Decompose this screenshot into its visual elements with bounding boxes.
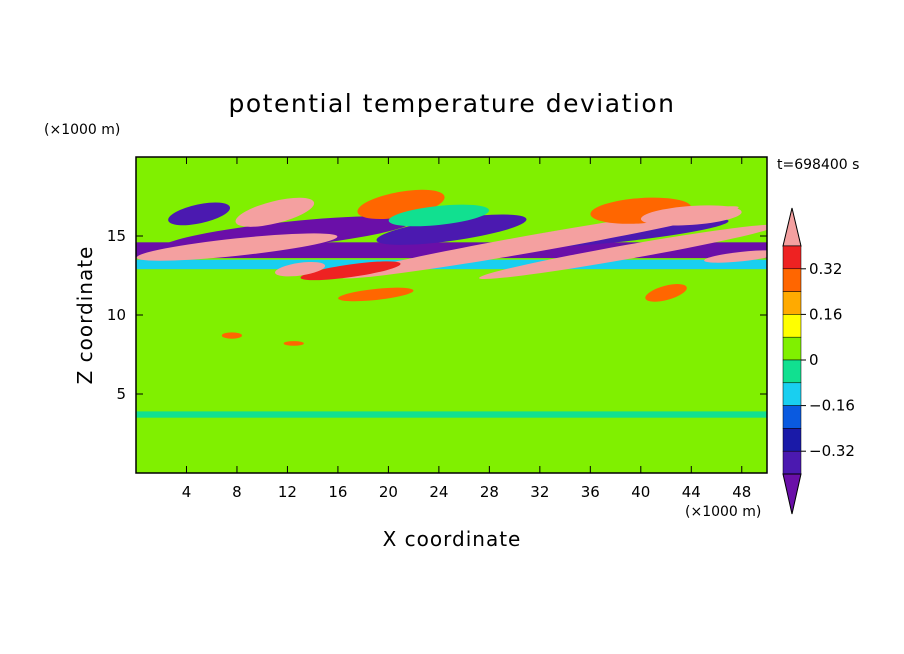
colorbar-swatch — [782, 291, 802, 315]
field-blob-7 — [479, 224, 767, 280]
field-blob-8 — [235, 197, 315, 227]
y-tick-label: 5 — [116, 385, 126, 403]
x-tick-label: 48 — [732, 483, 751, 501]
field-blob-18 — [704, 250, 767, 263]
field-blob-13 — [388, 204, 490, 227]
x-tick-label: 16 — [328, 483, 347, 501]
field-blob-15 — [275, 262, 326, 277]
colorbar-label: 0.16 — [809, 305, 842, 323]
colorbar-label: 0.32 — [809, 260, 842, 278]
x-axis-title: X coordinate — [383, 527, 522, 551]
x-tick-label: 20 — [379, 483, 398, 501]
y-axis-title: Z coordinate — [73, 246, 97, 385]
x-tick-label: 12 — [278, 483, 297, 501]
colorbar-swatch — [782, 314, 802, 338]
colorbar-swatch — [782, 428, 802, 452]
time-label: t=698400 s — [777, 157, 859, 173]
y-tick-label: 15 — [107, 227, 126, 245]
x-tick-label: 36 — [581, 483, 600, 501]
colorbar-bottom-arrow — [782, 473, 802, 515]
field-blob-6 — [340, 206, 739, 279]
field-band-21 — [136, 411, 767, 418]
colorbar-swatch — [782, 245, 802, 270]
plot-area — [136, 157, 767, 473]
colorbar-top-arrow — [782, 207, 802, 247]
colorbar-swatch — [782, 450, 802, 475]
x-tick-label: 8 — [232, 483, 242, 501]
colorbar-swatch — [782, 336, 802, 361]
x-unit-label: (×1000 m) — [685, 504, 761, 520]
colorbar-swatch — [782, 359, 802, 384]
x-axis-ticks: 4 8 12 16 20 24 28 32 36 40 44 48 — [182, 157, 751, 501]
x-tick-label: 44 — [682, 483, 701, 501]
field-blob-16 — [338, 287, 414, 302]
field-blob-14 — [300, 261, 401, 281]
y-tick-label: 10 — [107, 306, 126, 324]
field-blob-3 — [376, 214, 527, 245]
colorbar-label: −0.16 — [809, 397, 855, 415]
y-axis-ticks: 5 10 15 — [107, 227, 767, 403]
x-tick-label: 24 — [429, 483, 448, 501]
colorbar-label: −0.32 — [809, 442, 855, 460]
colorbar: 0.32 0.16 0 −0.16 −0.32 — [782, 207, 855, 515]
y-unit-label: (×1000 m) — [44, 122, 120, 138]
colorbar-label: 0 — [809, 351, 819, 369]
x-tick-label: 40 — [631, 483, 650, 501]
chart-title: potential temperature deviation — [229, 89, 676, 118]
x-tick-label: 4 — [182, 483, 192, 501]
field-blob-20 — [283, 341, 304, 346]
x-tick-label: 32 — [530, 483, 549, 501]
colorbar-swatch — [782, 268, 802, 292]
field-blob-17 — [645, 284, 687, 302]
colorbar-swatch — [782, 382, 802, 406]
field-blob-11 — [640, 205, 742, 226]
field-blob-12 — [168, 202, 231, 226]
field-blob-19 — [221, 332, 243, 339]
x-tick-label: 28 — [480, 483, 499, 501]
field-blob-5 — [136, 233, 338, 261]
colorbar-swatch — [782, 405, 802, 429]
